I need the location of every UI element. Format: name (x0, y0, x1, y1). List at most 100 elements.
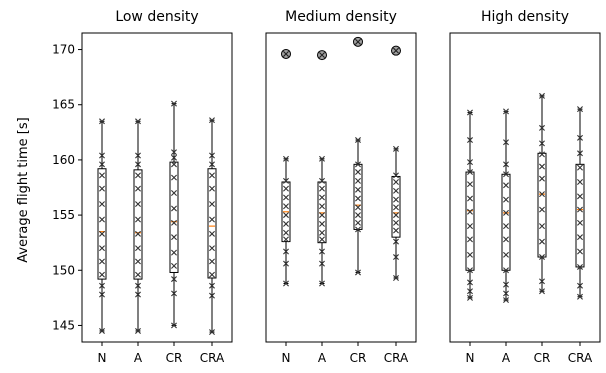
data-point (283, 203, 289, 210)
x-tick-label: A (134, 351, 143, 365)
box-rect (501, 173, 511, 271)
data-point (355, 269, 361, 276)
data-point (577, 293, 583, 300)
data-point (503, 171, 509, 178)
y-axis-label: Average flight time [s] (16, 117, 31, 262)
data-point (99, 201, 105, 208)
data-point (577, 282, 583, 289)
y-tick-label: 170 (52, 43, 75, 57)
data-point (283, 220, 289, 227)
data-point (319, 229, 325, 236)
data-point (467, 208, 473, 215)
data-point (135, 282, 141, 289)
outlier-mark (283, 50, 289, 57)
data-point (503, 251, 509, 258)
data-point (577, 178, 583, 185)
data-point (467, 251, 473, 258)
data-point (393, 172, 399, 179)
data-point (283, 212, 289, 219)
data-point (209, 329, 215, 336)
x-tick-label: A (502, 351, 511, 365)
outlier (281, 48, 291, 59)
box-rect (169, 161, 179, 273)
data-point (393, 227, 399, 234)
data-point (171, 234, 177, 241)
data-point (99, 327, 105, 334)
data-point (99, 118, 105, 125)
data-point (135, 161, 141, 168)
data-point (577, 248, 583, 255)
box-CRA (207, 117, 217, 336)
data-point (171, 100, 177, 107)
data-point (135, 291, 141, 298)
data-point (171, 205, 177, 212)
data-point (171, 174, 177, 181)
data-point (99, 258, 105, 265)
panel-2: Medium density N A CR CRA (265, 9, 417, 365)
data-point (503, 209, 509, 216)
data-point (135, 327, 141, 334)
data-point (503, 297, 509, 304)
x-tick-label: CR (166, 351, 183, 365)
data-point (355, 169, 361, 176)
box-A (317, 50, 327, 287)
data-point (503, 139, 509, 146)
data-point (539, 175, 545, 182)
data-point (503, 290, 509, 297)
box-CR (169, 100, 179, 329)
data-point (467, 223, 473, 230)
outlier-mark (319, 52, 325, 59)
box-N (97, 118, 107, 334)
data-point (393, 275, 399, 281)
y-tick-label: 145 (52, 318, 75, 332)
data-point (503, 182, 509, 189)
data-point (577, 263, 583, 270)
panel-title: Low density (115, 9, 198, 25)
data-point (319, 248, 325, 255)
data-point (503, 236, 509, 243)
data-point (319, 194, 325, 201)
data-point (135, 216, 141, 223)
x-tick-label: CRA (568, 351, 593, 365)
panel-frame (265, 32, 417, 343)
data-point (135, 201, 141, 208)
data-point (99, 291, 105, 298)
data-point (135, 245, 141, 252)
y-tick-label: 155 (52, 208, 75, 222)
data-point (503, 161, 509, 168)
data-point (393, 238, 399, 245)
data-point (539, 206, 545, 213)
data-point (319, 220, 325, 227)
data-point (283, 248, 289, 255)
data-point (135, 172, 141, 179)
data-point (99, 271, 105, 278)
data-point (503, 108, 509, 115)
data-point (209, 172, 215, 179)
x-tick-label: A (318, 351, 327, 365)
data-point (99, 216, 105, 223)
data-point (209, 216, 215, 223)
x-tick-label: N (282, 351, 291, 365)
data-point (393, 219, 399, 226)
box-A (133, 118, 143, 334)
data-point (355, 137, 361, 144)
data-point (467, 109, 473, 116)
data-point (209, 185, 215, 192)
data-point (171, 161, 177, 168)
data-point (503, 281, 509, 288)
data-point (355, 204, 361, 211)
data-point (539, 191, 545, 198)
data-point (209, 230, 215, 237)
box-rect (317, 181, 327, 244)
data-point (319, 177, 325, 184)
data-point (283, 260, 289, 267)
data-point (355, 195, 361, 202)
data-point (355, 212, 361, 219)
data-point (171, 322, 177, 329)
data-point (319, 260, 325, 267)
data-point (355, 226, 361, 233)
data-point (319, 280, 325, 287)
data-point (539, 254, 545, 261)
data-point (209, 245, 215, 252)
